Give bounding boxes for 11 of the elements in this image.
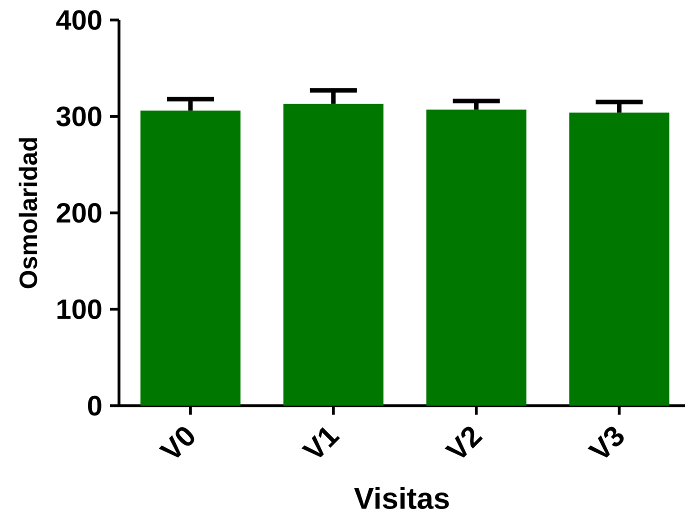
y-tick-label: 200 <box>56 202 102 223</box>
y-tick-label: 100 <box>58 299 102 320</box>
y-tick-label: 400 <box>56 10 102 30</box>
y-tick-label: 300 <box>56 106 102 126</box>
y-axis-title: Osmolaridad <box>18 138 38 288</box>
x-tick-label: V3 <box>588 426 624 458</box>
x-tick-label: V2 <box>444 426 483 458</box>
x-tick-label: V1 <box>301 427 340 458</box>
x-tick-label: V0 <box>158 427 194 458</box>
x-axis-title: Visitas <box>354 486 449 509</box>
y-tick-label: 0 <box>88 396 102 416</box>
